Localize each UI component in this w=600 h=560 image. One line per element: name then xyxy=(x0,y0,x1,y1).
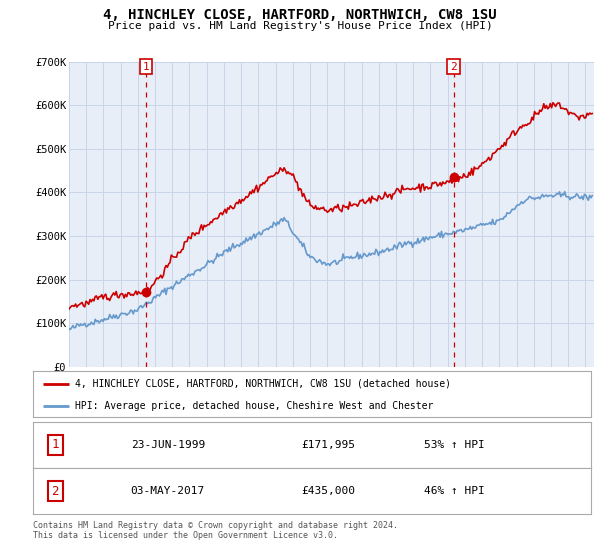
Text: 23-JUN-1999: 23-JUN-1999 xyxy=(131,440,205,450)
Text: This data is licensed under the Open Government Licence v3.0.: This data is licensed under the Open Gov… xyxy=(33,531,338,540)
Text: 4, HINCHLEY CLOSE, HARTFORD, NORTHWICH, CW8 1SU: 4, HINCHLEY CLOSE, HARTFORD, NORTHWICH, … xyxy=(103,8,497,22)
Text: 2: 2 xyxy=(52,484,59,498)
Text: £171,995: £171,995 xyxy=(301,440,355,450)
Text: 53% ↑ HPI: 53% ↑ HPI xyxy=(424,440,484,450)
Text: 46% ↑ HPI: 46% ↑ HPI xyxy=(424,486,484,496)
Text: 1: 1 xyxy=(143,62,149,72)
Text: 1: 1 xyxy=(52,438,59,451)
Text: Price paid vs. HM Land Registry's House Price Index (HPI): Price paid vs. HM Land Registry's House … xyxy=(107,21,493,31)
Text: HPI: Average price, detached house, Cheshire West and Chester: HPI: Average price, detached house, Ches… xyxy=(75,401,433,410)
Text: 03-MAY-2017: 03-MAY-2017 xyxy=(131,486,205,496)
Text: 2: 2 xyxy=(450,62,457,72)
Text: Contains HM Land Registry data © Crown copyright and database right 2024.: Contains HM Land Registry data © Crown c… xyxy=(33,521,398,530)
Text: 4, HINCHLEY CLOSE, HARTFORD, NORTHWICH, CW8 1SU (detached house): 4, HINCHLEY CLOSE, HARTFORD, NORTHWICH, … xyxy=(75,379,451,389)
Text: £435,000: £435,000 xyxy=(301,486,355,496)
